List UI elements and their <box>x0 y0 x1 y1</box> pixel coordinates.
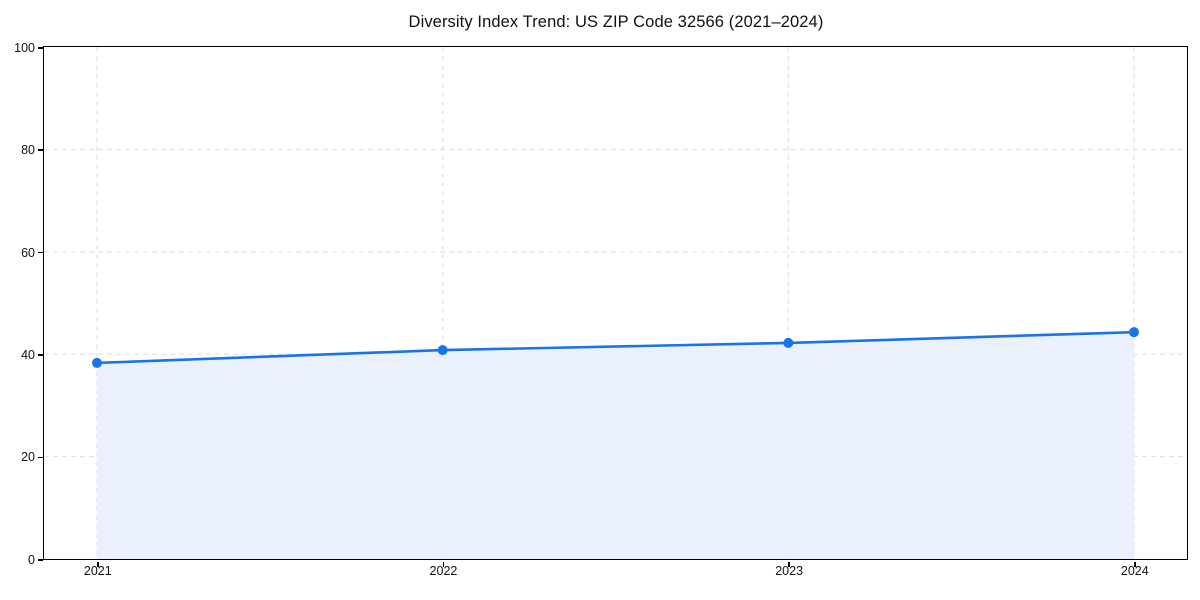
y-tick-mark <box>38 47 43 49</box>
trend-line <box>95 330 1136 365</box>
x-tick-mark <box>788 561 790 567</box>
data-point-marker <box>1129 327 1139 338</box>
chart-canvas <box>44 47 1187 559</box>
y-tick-label: 0 <box>28 552 35 567</box>
plot-area <box>43 46 1188 560</box>
y-tick-label: 20 <box>21 450 35 465</box>
y-tick-mark <box>38 149 43 151</box>
y-tick-label: 60 <box>21 245 35 260</box>
chart-title: Diversity Index Trend: US ZIP Code 32566… <box>408 13 824 31</box>
y-tick-label: 40 <box>21 348 35 362</box>
x-tick-label: 2024 <box>1120 564 1149 578</box>
area-fill <box>97 332 1134 559</box>
y-tick-mark <box>38 456 43 459</box>
x-tick-mark <box>1134 561 1136 567</box>
data-point-marker <box>783 337 794 348</box>
y-tick-mark <box>38 354 43 356</box>
x-tick-label: 2022 <box>429 564 458 578</box>
y-tick-mark <box>38 251 43 254</box>
y-tick-mark <box>38 559 43 561</box>
x-tick-mark <box>442 561 445 567</box>
x-tick-mark <box>97 561 99 567</box>
data-point-marker <box>92 357 102 368</box>
data-point-marker <box>437 345 448 356</box>
y-tick-label: 100 <box>14 40 35 55</box>
x-tick-label: 2021 <box>83 564 112 578</box>
x-tick-label: 2023 <box>775 564 804 578</box>
y-tick-label: 80 <box>21 143 35 158</box>
